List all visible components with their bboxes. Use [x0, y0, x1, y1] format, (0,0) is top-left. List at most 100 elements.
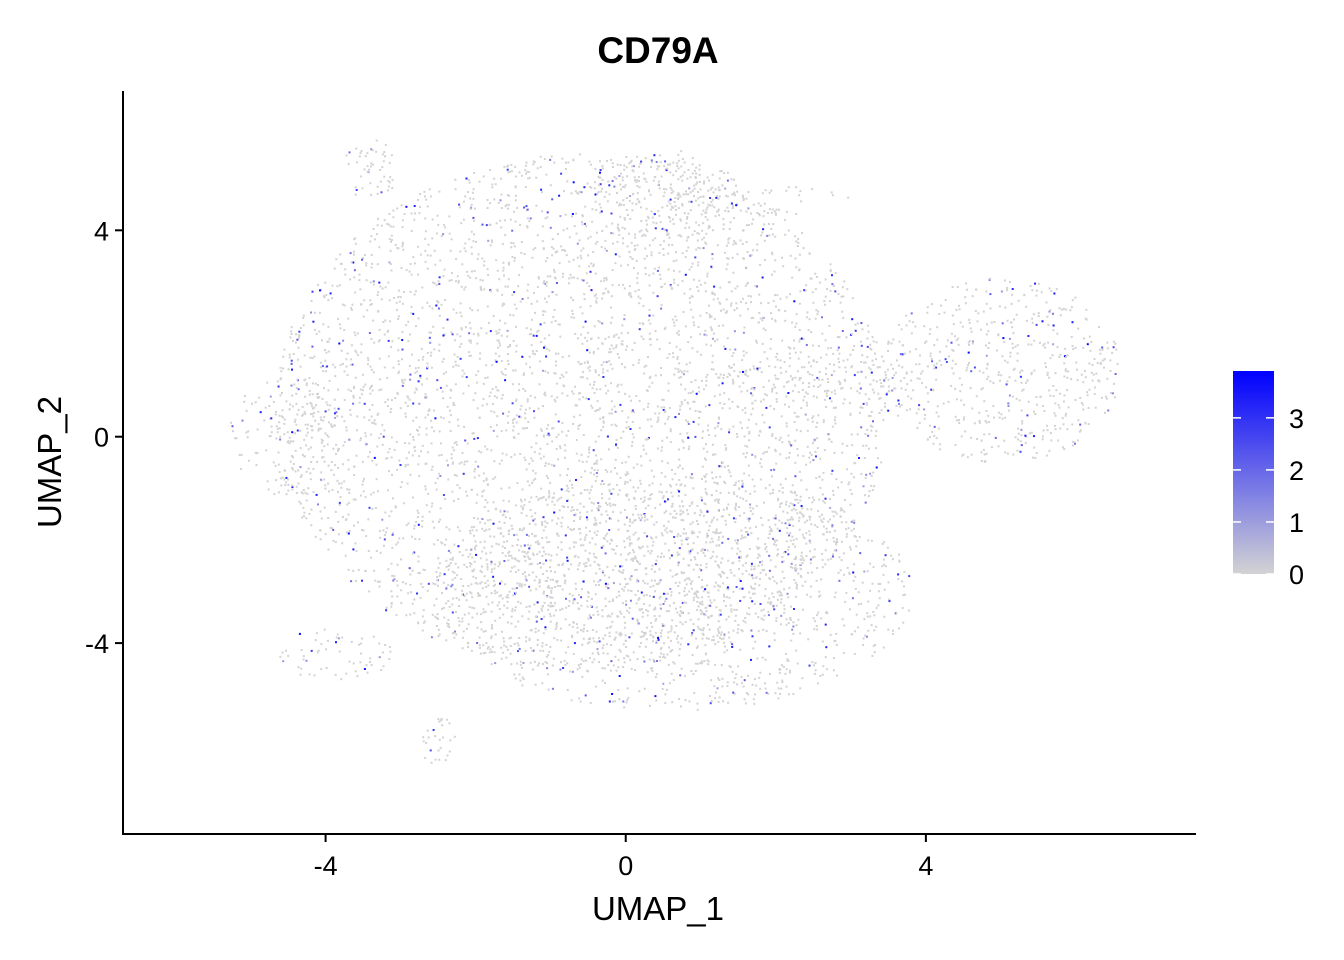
scatter-point	[451, 462, 454, 465]
scatter-point	[751, 453, 754, 456]
scatter-point	[739, 496, 742, 499]
scatter-point	[555, 436, 558, 439]
scatter-point	[634, 555, 637, 558]
scatter-point	[870, 474, 873, 477]
scatter-point	[744, 536, 747, 539]
scatter-point	[421, 515, 424, 518]
scatter-point	[389, 263, 392, 265]
scatter-point	[699, 509, 702, 512]
scatter-point	[601, 165, 604, 168]
scatter-point	[412, 419, 415, 422]
scatter-point	[726, 206, 729, 209]
scatter-point	[651, 667, 654, 670]
scatter-point	[718, 465, 721, 468]
scatter-point	[662, 248, 665, 250]
scatter-point	[869, 562, 872, 565]
scatter-point	[578, 459, 581, 462]
scatter-point	[677, 641, 680, 644]
scatter-point	[460, 343, 463, 345]
scatter-point	[684, 621, 687, 623]
scatter-point	[686, 593, 689, 596]
scatter-point	[527, 421, 530, 423]
scatter-point	[722, 308, 725, 311]
scatter-point	[606, 200, 609, 203]
scatter-point	[290, 362, 293, 365]
scatter-point	[433, 543, 436, 546]
scatter-point	[373, 456, 376, 459]
scatter-point	[554, 586, 556, 588]
scatter-point	[687, 577, 690, 579]
scatter-point	[334, 412, 336, 415]
scatter-point	[458, 203, 461, 206]
scatter-point	[709, 188, 712, 191]
scatter-point	[420, 347, 423, 350]
scatter-point	[549, 566, 551, 569]
scatter-point	[489, 202, 492, 205]
scatter-point	[571, 670, 574, 673]
scatter-point	[354, 349, 357, 352]
scatter-point	[442, 358, 445, 360]
scatter-point	[578, 239, 581, 242]
scatter-point	[590, 338, 593, 341]
scatter-point	[478, 644, 481, 647]
scatter-point	[631, 202, 634, 205]
scatter-point	[809, 277, 812, 280]
scatter-point	[748, 613, 751, 616]
scatter-point	[344, 273, 347, 276]
scatter-point	[638, 597, 641, 600]
scatter-point	[299, 502, 302, 505]
scatter-point	[523, 456, 526, 459]
scatter-point	[647, 498, 650, 501]
scatter-point	[593, 187, 596, 190]
scatter-point	[712, 443, 714, 446]
scatter-point	[528, 637, 531, 640]
scatter-point	[589, 270, 592, 273]
scatter-point	[588, 530, 591, 533]
scatter-point	[452, 449, 455, 452]
scatter-point	[479, 569, 482, 572]
scatter-point	[546, 522, 549, 525]
scatter-point	[528, 407, 531, 410]
scatter-point	[399, 486, 402, 489]
scatter-point	[640, 455, 642, 458]
scatter-point	[886, 392, 889, 395]
scatter-point	[758, 555, 761, 557]
scatter-point	[327, 517, 330, 519]
scatter-point	[654, 676, 657, 679]
scatter-point	[605, 276, 608, 279]
scatter-point	[778, 489, 781, 492]
scatter-point	[590, 598, 593, 600]
scatter-point	[815, 625, 818, 628]
scatter-point	[675, 208, 677, 211]
scatter-point	[608, 631, 611, 634]
scatter-point	[673, 278, 676, 281]
scatter-point	[644, 567, 647, 570]
scatter-point	[783, 385, 786, 388]
scatter-point	[438, 633, 441, 636]
scatter-point	[426, 451, 429, 454]
scatter-point	[667, 243, 670, 246]
scatter-point	[523, 583, 526, 586]
scatter-point	[634, 508, 637, 510]
scatter-point	[697, 326, 700, 328]
scatter-point	[721, 461, 724, 464]
scatter-point	[682, 557, 685, 560]
scatter-point	[669, 428, 672, 431]
scatter-point	[747, 693, 750, 696]
scatter-point	[410, 273, 413, 276]
scatter-point	[750, 565, 753, 568]
scatter-point	[700, 511, 703, 514]
scatter-point	[762, 228, 765, 231]
scatter-point	[510, 456, 513, 459]
scatter-point	[880, 409, 883, 412]
scatter-point	[296, 338, 299, 341]
scatter-point	[693, 278, 696, 281]
scatter-point	[561, 275, 564, 278]
scatter-point	[706, 535, 709, 538]
scatter-point	[465, 627, 468, 630]
scatter-point	[387, 355, 390, 358]
scatter-point	[585, 659, 588, 662]
scatter-point	[389, 225, 392, 228]
scatter-point	[442, 327, 445, 329]
scatter-point	[623, 657, 626, 660]
